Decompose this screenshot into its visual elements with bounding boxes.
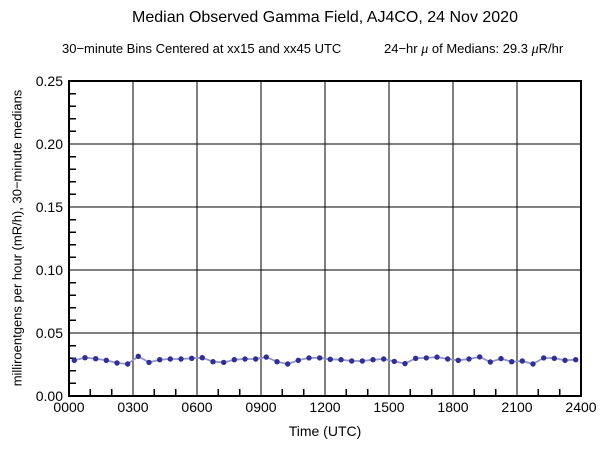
- data-point: [242, 356, 248, 362]
- data-point: [455, 357, 461, 363]
- y-tick-label: 0.05: [35, 325, 63, 341]
- chart-subtitle-bins: 30−minute Bins Centered at xx15 and xx45…: [62, 41, 342, 56]
- y-tick-label: 0.25: [35, 73, 63, 89]
- data-point: [519, 358, 525, 364]
- data-point: [146, 359, 152, 366]
- data-point: [402, 360, 408, 367]
- data-point: [530, 361, 536, 367]
- data-point: [434, 354, 440, 360]
- data-point: [562, 357, 568, 363]
- x-tick-label: 0900: [245, 399, 277, 415]
- data-point: [573, 357, 579, 363]
- data-point: [551, 355, 557, 361]
- data-point: [157, 357, 163, 363]
- data-point: [317, 355, 323, 361]
- data-point: [349, 358, 355, 364]
- x-tick-label: 2100: [501, 399, 533, 415]
- data-point: [423, 355, 429, 361]
- data-point: [359, 358, 365, 364]
- data-point: [103, 357, 110, 363]
- x-tick-label: 2400: [565, 399, 597, 415]
- data-point: [541, 355, 547, 361]
- subtitle-mean-text: 24−hr: [384, 41, 422, 56]
- x-tick-label: 1800: [437, 399, 469, 415]
- x-tick-label: 1200: [309, 399, 341, 415]
- data-point: [263, 354, 269, 360]
- plot-frame: [68, 80, 582, 397]
- mu-symbol: μ: [421, 42, 429, 57]
- data-point: [71, 357, 78, 363]
- data-point: [231, 357, 237, 363]
- data-point: [189, 355, 195, 361]
- data-point: [381, 356, 387, 362]
- data-point: [135, 353, 141, 359]
- data-point: [498, 355, 504, 362]
- chart-title: Median Observed Gamma Field, AJ4CO, 24 N…: [132, 9, 518, 26]
- x-tick-label: 0600: [181, 399, 213, 415]
- data-point: [167, 356, 173, 362]
- data-point: [445, 356, 451, 362]
- data-point: [466, 356, 472, 362]
- data-point: [306, 355, 312, 361]
- data-point: [477, 354, 483, 360]
- data-point: [391, 358, 397, 365]
- data-point: [210, 359, 216, 365]
- data-point: [338, 357, 344, 363]
- data-point: [295, 357, 301, 363]
- data-point: [487, 359, 493, 365]
- y-tick-label: 0.15: [35, 199, 63, 215]
- data-point: [370, 357, 376, 363]
- data-point: [114, 360, 120, 366]
- y-tick-label: 0.00: [35, 388, 63, 404]
- data-point: [274, 359, 280, 365]
- data-point: [327, 356, 333, 362]
- y-tick-label: 0.20: [35, 136, 63, 152]
- subtitle-mean-text: R/hr: [538, 41, 564, 56]
- data-point: [125, 361, 131, 367]
- x-tick-label: 0000: [53, 399, 85, 415]
- data-point: [221, 359, 227, 366]
- mu-symbol: μ: [531, 42, 539, 57]
- x-tick-label: 0300: [117, 399, 149, 415]
- data-point: [509, 359, 515, 365]
- data-point: [253, 356, 259, 362]
- data-point: [285, 361, 291, 367]
- data-point: [199, 355, 205, 361]
- y-tick-label: 0.10: [35, 262, 63, 278]
- data-point: [178, 356, 184, 362]
- data-point: [82, 355, 88, 361]
- x-tick-label: 1500: [373, 399, 405, 415]
- x-axis-title: Time (UTC): [288, 423, 362, 439]
- data-point: [413, 355, 419, 361]
- data-point: [93, 356, 99, 362]
- subtitle-mean-text: of Medians: 29.3: [428, 41, 532, 56]
- chart-subtitle-mean: 24−hr μ of Medians: 29.3 μR/hr: [384, 42, 563, 57]
